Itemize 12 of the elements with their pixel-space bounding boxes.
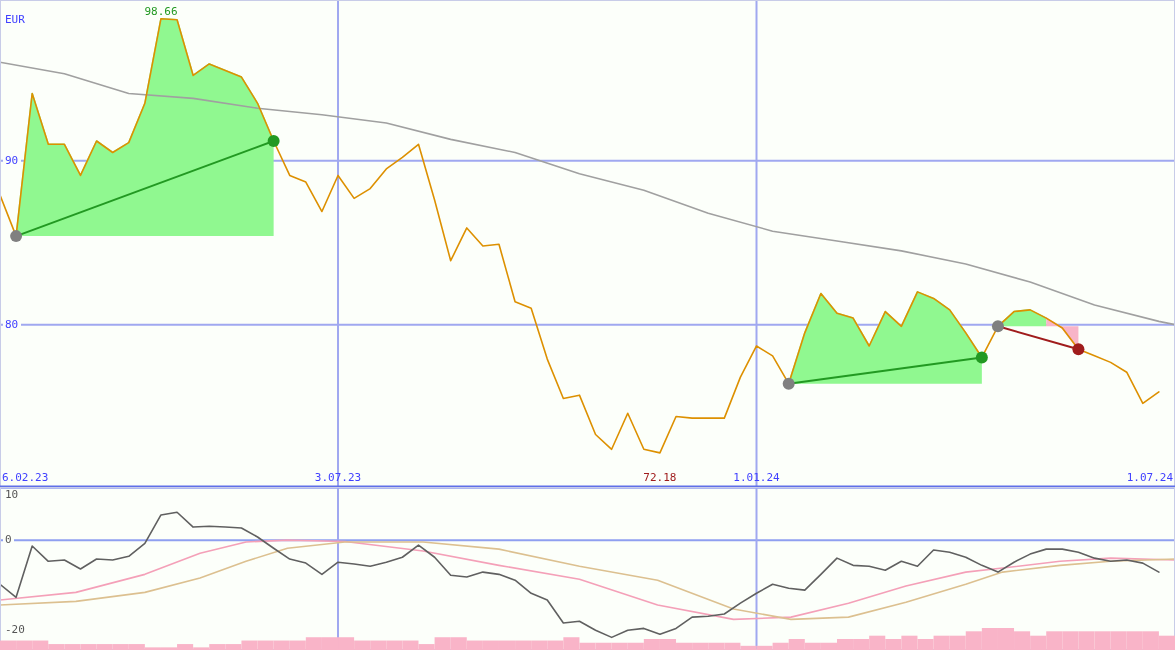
- annotation: 98.66: [144, 4, 178, 18]
- x-tick-label: 1.01.24: [733, 471, 781, 484]
- y-axis-title: EUR: [5, 13, 26, 26]
- x-tick-label: 6.02.23: [2, 471, 49, 484]
- y-tick-label: -20: [5, 623, 25, 637]
- x-tick-label: 3.07.23: [314, 471, 362, 484]
- y-tick-label: 80: [5, 317, 19, 331]
- x-tick-label: 1.07.24: [1126, 471, 1174, 484]
- y-tick-label: 90: [5, 153, 19, 167]
- y-tick-label: 0: [5, 533, 12, 547]
- annotation: 72.18: [643, 470, 677, 484]
- y-tick-label: 10: [5, 488, 19, 502]
